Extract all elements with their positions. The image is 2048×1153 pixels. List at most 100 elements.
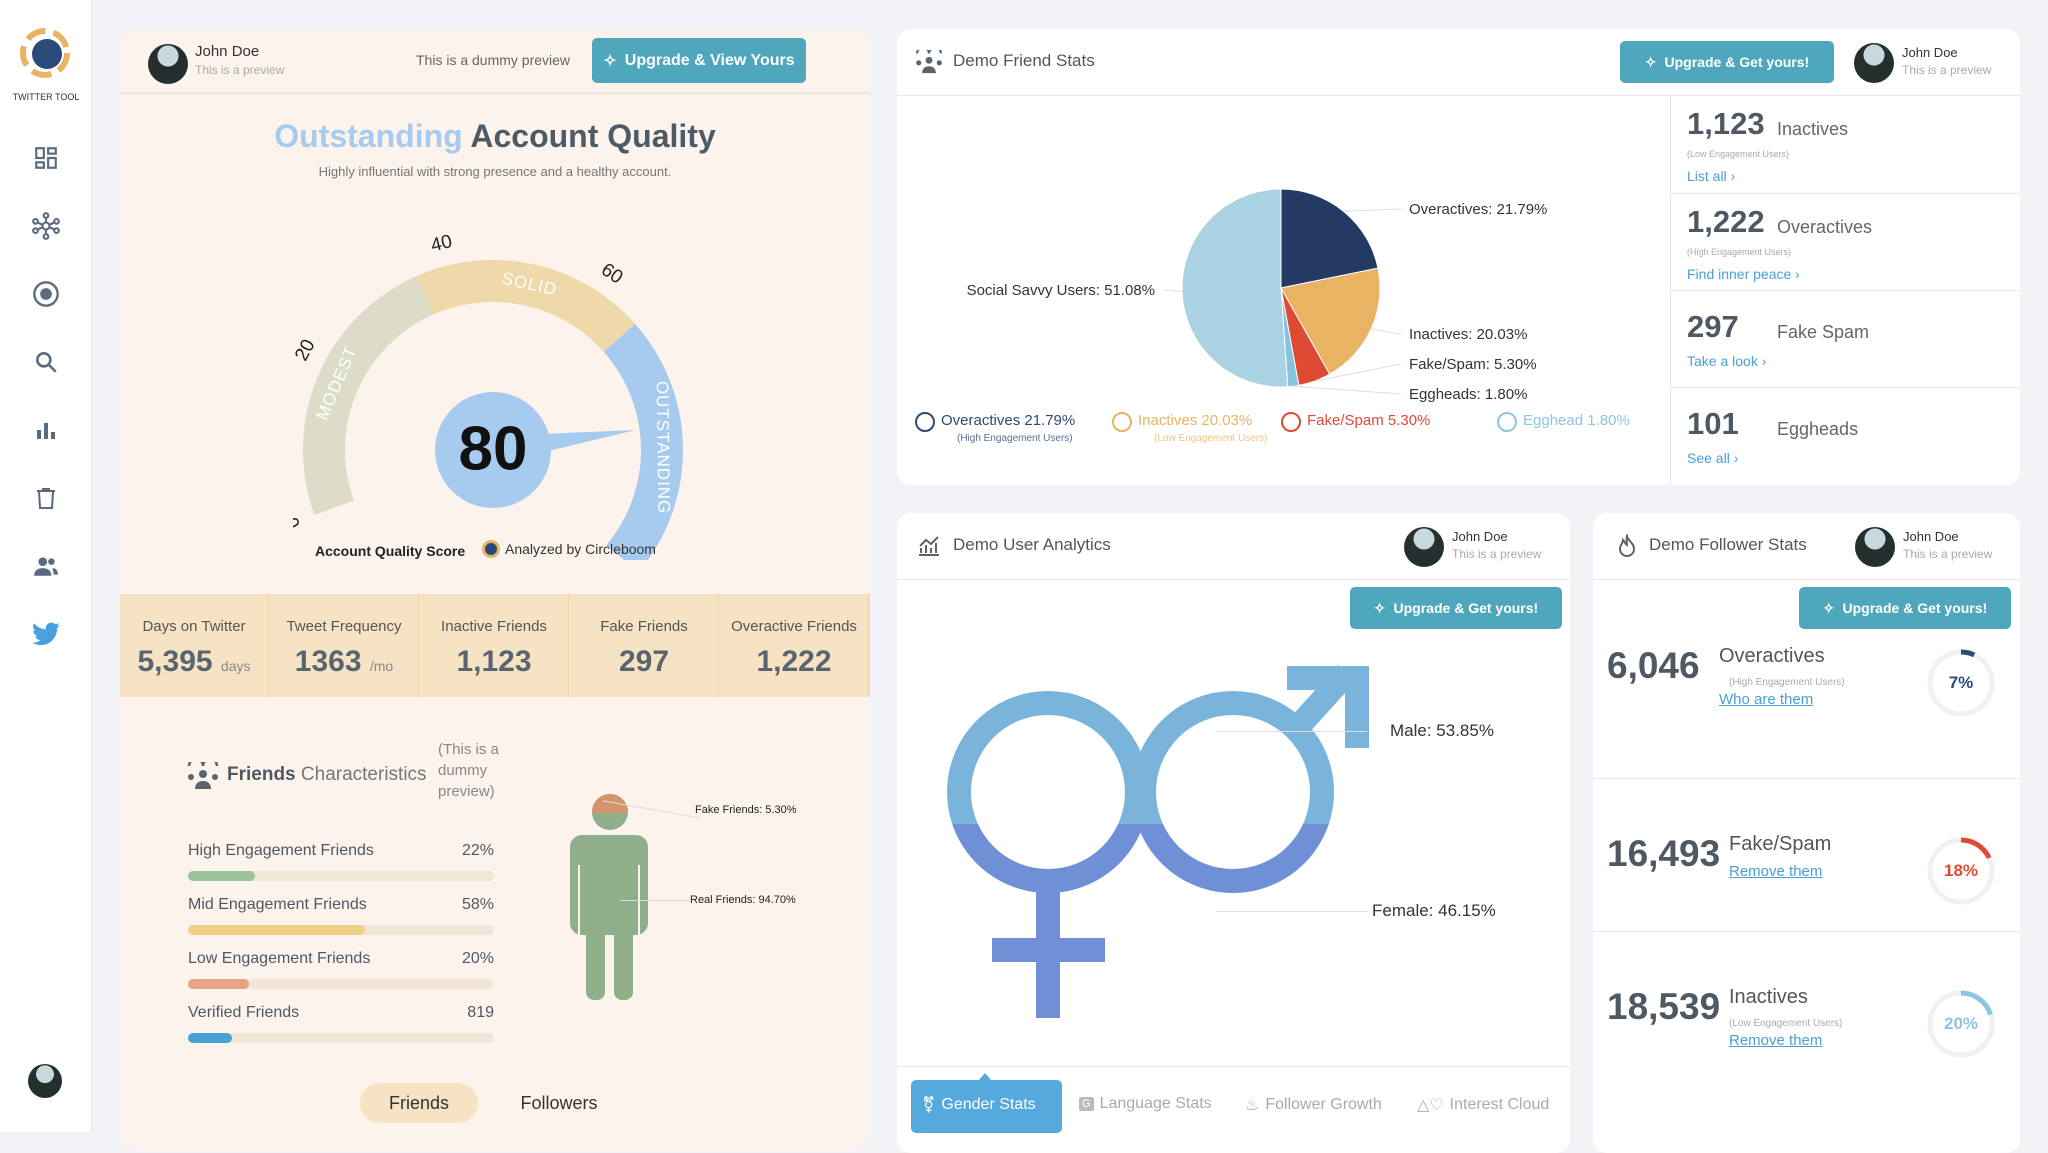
- sparkle-icon: ✧: [1373, 599, 1386, 616]
- card-title: Demo Friend Stats: [953, 51, 1095, 70]
- bar-label: High Engagement Friends: [188, 842, 374, 859]
- person-torso: [570, 835, 648, 935]
- gender-bottom-part: [952, 824, 1329, 1018]
- target-icon[interactable]: [26, 274, 66, 314]
- summary-value: 101: [1687, 406, 1739, 441]
- legend-icon: [915, 412, 935, 432]
- search-icon[interactable]: [26, 342, 66, 382]
- pie-leader-line: [1371, 328, 1402, 335]
- upgrade-view-yours-button[interactable]: ✧ Upgrade & View Yours: [592, 38, 806, 83]
- summary-link[interactable]: Find inner peace ›: [1687, 266, 1800, 282]
- summary-link[interactable]: See all ›: [1687, 450, 1739, 466]
- title-highlight: Outstanding: [274, 118, 463, 154]
- pie-slice: [1280, 267, 1381, 375]
- bar-value: 20%: [461, 950, 494, 967]
- bar-track: [188, 1033, 494, 1043]
- upgrade-get-yours-button[interactable]: ✧ Upgrade & Get yours!: [1799, 587, 2011, 629]
- legend-item: Egghead 1.80%: [1497, 412, 1630, 433]
- header-divider: [120, 92, 870, 94]
- follower-link[interactable]: Remove them: [1729, 1032, 1823, 1049]
- male-label: Male: 53.85%: [1390, 721, 1494, 740]
- profile-avatar[interactable]: [28, 1064, 62, 1098]
- friend-bar-row: Low Engagement Friends 20%: [188, 950, 494, 989]
- tab-friends[interactable]: Friends: [360, 1083, 478, 1123]
- bar-text: High Engagement Friends 22%: [188, 842, 494, 860]
- dashboard-icon[interactable]: [26, 138, 66, 178]
- card-title: Demo Follower Stats: [1649, 535, 1807, 554]
- dummy-note: This is a dummy preview: [416, 52, 571, 68]
- stat-label: Days on Twitter: [142, 618, 246, 635]
- circleboom-logo-icon[interactable]: [20, 28, 70, 78]
- stat-value: 5,395: [137, 645, 213, 678]
- flame-icon: [1618, 534, 1636, 557]
- follower-link[interactable]: Who are them: [1719, 691, 1814, 708]
- person-leg-right: [614, 920, 633, 1000]
- ring-label: 20%: [1944, 1014, 1978, 1033]
- summary-label: Overactives: [1777, 217, 1873, 237]
- ring-fill: [1927, 990, 1995, 1058]
- ring-fill: [1927, 837, 1995, 905]
- users-icon[interactable]: [26, 546, 66, 586]
- stat-label: Overactive Friends: [731, 618, 857, 635]
- stat-summary-block: 101 Eggheads See all ›: [1671, 387, 2020, 484]
- stat-value-wrap: 1,222: [720, 645, 868, 679]
- stat-cell: Overactive Friends 1,222: [720, 594, 869, 697]
- tab-language-stats[interactable]: G Language Stats: [1079, 1095, 1212, 1113]
- person-leg-left: [586, 920, 605, 1000]
- legend-label: Overactives 21.79%: [941, 412, 1076, 429]
- circleboom-icon: [482, 540, 500, 558]
- bar-chart-icon[interactable]: [26, 410, 66, 450]
- stat-value: 1,123: [456, 645, 532, 678]
- bar-value: 819: [467, 1004, 494, 1021]
- tab-interest-cloud[interactable]: △♡ Interest Cloud: [1417, 1095, 1549, 1115]
- dummy-preview-note: (This is a dummy preview): [438, 741, 499, 800]
- summary-value: 1,222: [1687, 204, 1765, 239]
- stat-summary-block: 1,222 Overactives (High Engagement Users) F…: [1671, 193, 2020, 290]
- subtitle: Highly influential with strong presence …: [318, 164, 672, 179]
- active-tab-bg: [911, 1080, 1062, 1133]
- pie-label: Social Savvy Users: 51.08%: [967, 282, 1155, 299]
- person-figure: [570, 794, 648, 1000]
- summary-sub: (High Engagement Users): [1687, 247, 1792, 257]
- sidebar: TWITTER TOOL: [0, 0, 92, 1132]
- summary-label: Inactives: [1777, 119, 1849, 139]
- tab-label: Gender Stats: [941, 1096, 1036, 1113]
- trash-icon[interactable]: [26, 478, 66, 518]
- follower-label: Inactives: [1729, 986, 1808, 1008]
- translate-icon: G: [1079, 1097, 1094, 1111]
- summary-label: Eggheads: [1777, 419, 1859, 439]
- stat-value-wrap: 5,395 days: [120, 645, 268, 679]
- bar-text: Verified Friends 819: [188, 1004, 494, 1022]
- tab-gender-stats[interactable]: ⚧ Gender Stats: [922, 1095, 1036, 1115]
- stat-cell: Fake Friends 297: [570, 594, 719, 697]
- upgrade-get-yours-button[interactable]: ✧ Upgrade & Get yours!: [1620, 41, 1834, 83]
- bar-fill: [188, 1033, 233, 1043]
- arm-gap-left: [578, 865, 580, 935]
- user-name: John Doe: [1902, 45, 1958, 60]
- summary-link[interactable]: Take a look ›: [1687, 353, 1767, 369]
- upgrade-label: Upgrade & Get yours!: [1664, 54, 1810, 70]
- bar-fill: [188, 979, 250, 989]
- follower-value: 6,046: [1607, 645, 1700, 686]
- network-icon[interactable]: [26, 206, 66, 246]
- bar-value: 58%: [461, 896, 494, 913]
- tab-follower-growth[interactable]: ♨ Follower Growth: [1245, 1095, 1382, 1115]
- header-divider: [1593, 579, 2020, 580]
- bar-text: Mid Engagement Friends 58%: [188, 896, 494, 914]
- tab-followers[interactable]: Followers: [520, 1092, 598, 1113]
- stat-value-wrap: 297: [570, 645, 718, 679]
- user-sub: This is a preview: [1903, 547, 1993, 561]
- gauge-tick-label: 20: [293, 336, 320, 365]
- twitter-bird-icon[interactable]: [26, 614, 66, 654]
- ring-fill: [1927, 649, 1995, 717]
- follower-link[interactable]: Remove them: [1729, 863, 1823, 880]
- female-leader-line: [1217, 911, 1367, 912]
- logo-text: TWITTER TOOL: [12, 92, 80, 102]
- active-tab-pointer: [978, 1073, 992, 1081]
- summary-link[interactable]: List all ›: [1687, 168, 1736, 184]
- header-divider: [897, 579, 1570, 580]
- user-avatar: [1855, 527, 1895, 567]
- upgrade-get-yours-button[interactable]: ✧ Upgrade & Get yours!: [1350, 587, 1562, 629]
- stat-unit: /mo: [369, 658, 394, 674]
- percent-ring: 7%: [1927, 649, 1995, 717]
